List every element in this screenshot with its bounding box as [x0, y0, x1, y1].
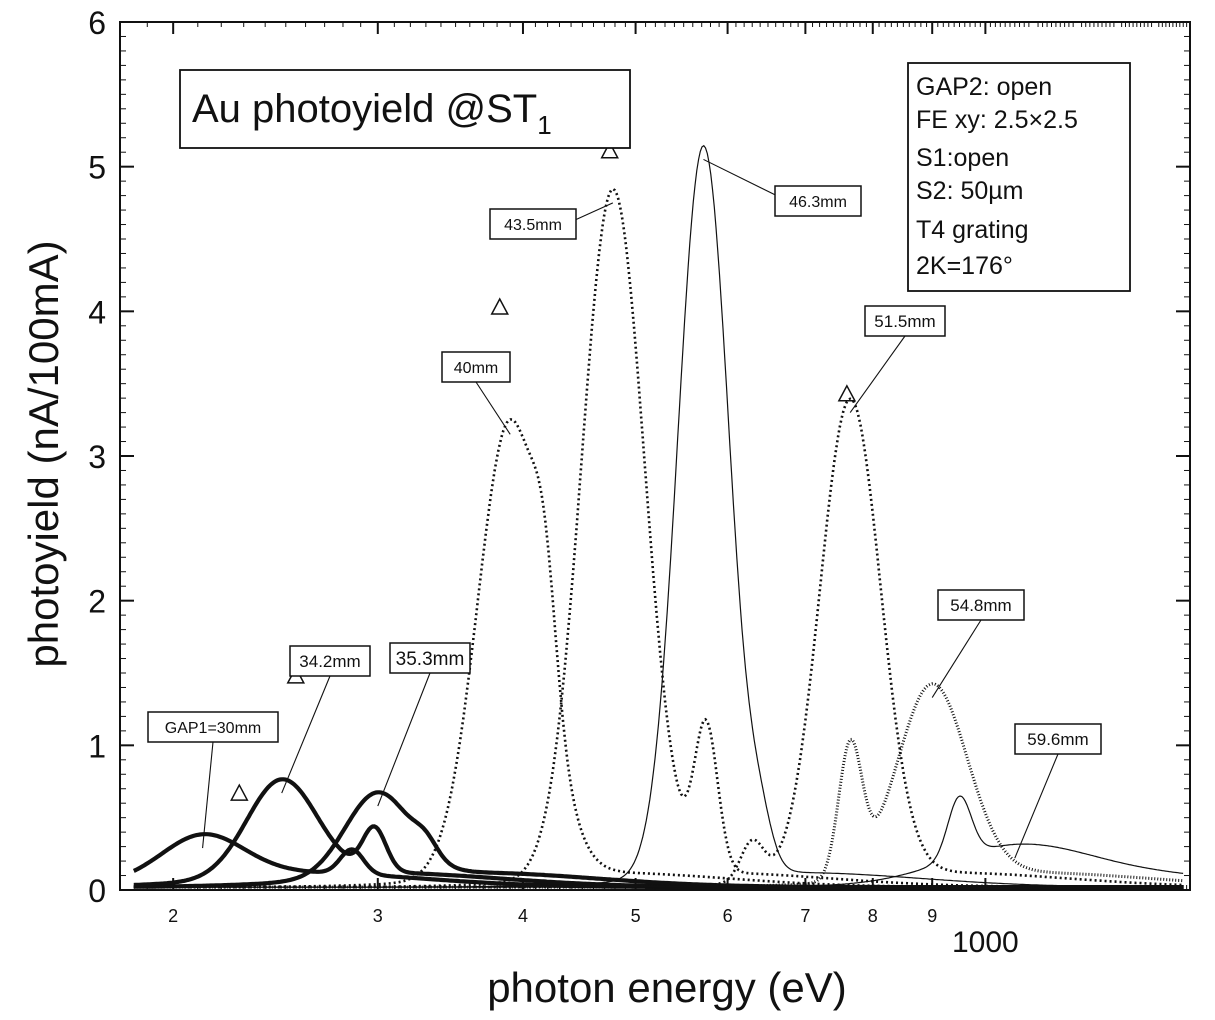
info-line-grating: T4 grating	[916, 216, 1029, 244]
series-curves	[132, 144, 1184, 890]
series-label-box	[389, 642, 471, 674]
y-tick-label: 1	[88, 728, 106, 764]
info-line-s1: S1:open	[916, 144, 1009, 172]
series-label-leader	[849, 335, 906, 413]
x-tick-label: 7	[800, 906, 810, 926]
series-label-text: 54.8mm	[950, 596, 1011, 615]
series-label-box	[1014, 723, 1102, 755]
y-tick-label: 3	[88, 439, 106, 475]
series-label-box	[864, 305, 946, 337]
x-tick-label: 3	[373, 906, 383, 926]
info-line-2k: 2K=176°	[916, 252, 1013, 280]
series-label-leader	[202, 741, 214, 849]
series-label-box	[489, 208, 577, 240]
chart-title-subscript: 1	[537, 110, 551, 140]
y-tick-label: 4	[88, 294, 106, 330]
info-line-gap2: GAP2: open	[916, 73, 1052, 101]
x-tick-label: 4	[518, 906, 528, 926]
series-label-text: 40mm	[454, 360, 498, 377]
series-label-leader	[475, 381, 511, 435]
series-label-leader	[377, 672, 431, 807]
series-curve	[133, 682, 1184, 889]
y-tick-label: 5	[88, 150, 106, 186]
series-curve	[133, 795, 1184, 888]
y-tick-label: 2	[88, 584, 106, 620]
series-label-box	[289, 645, 371, 677]
series-label-text: 59.6mm	[1027, 730, 1088, 749]
series-label-leader	[281, 675, 331, 794]
series-curve	[133, 397, 1184, 889]
series-label-leader	[1014, 753, 1059, 859]
x-axis-label: photon energy (eV)	[487, 964, 847, 1011]
series-label-text: 34.2mm	[299, 652, 360, 671]
y-tick-label: 6	[88, 5, 106, 41]
series-label-text: 46.3mm	[789, 194, 847, 211]
series-labels: GAP1=30mm 34.2mm 35.3mm 40mm 43.5mm 46.3mm 51.…	[147, 158, 1102, 859]
series-label-text: GAP1=30mm	[165, 720, 261, 737]
x-tick-label: 9	[927, 906, 937, 926]
series-label-text: 43.5mm	[504, 217, 562, 234]
info-line-fe: FE xy: 2.5×2.5	[916, 106, 1078, 134]
x-tick-label: 2	[168, 906, 178, 926]
x-tick-label: 1000	[952, 926, 1019, 959]
series-label-box	[147, 711, 279, 743]
chart-title-main: Au photoyield @ST	[192, 87, 537, 131]
series-label-text: 35.3mm	[396, 649, 465, 670]
triangle-marker	[600, 141, 619, 159]
chart-title: Au photoyield @ST1	[192, 87, 552, 140]
series-curve	[133, 418, 1184, 889]
info-line-s2: S2: 50µm	[916, 177, 1024, 205]
info-box: GAP2: open FE xy: 2.5×2.5 S1:open S2: 50…	[907, 62, 1131, 292]
triangle-markers	[230, 141, 857, 801]
x-tick-label: 6	[723, 906, 733, 926]
x-tick-label: 8	[868, 906, 878, 926]
x-tick-label: 5	[631, 906, 641, 926]
triangle-marker	[837, 384, 857, 402]
series-label-box	[937, 589, 1025, 621]
series-label-text: 51.5mm	[874, 312, 935, 331]
triangle-marker	[230, 783, 249, 801]
title-box: Au photoyield @ST1	[179, 69, 631, 149]
y-tick-label: 0	[88, 873, 106, 909]
y-axis-label: photoyield (nA/100mA)	[20, 240, 67, 667]
series-label-box	[774, 185, 862, 217]
triangle-marker	[490, 297, 509, 315]
series-label-leader	[931, 619, 982, 698]
series-label-box	[441, 351, 511, 383]
